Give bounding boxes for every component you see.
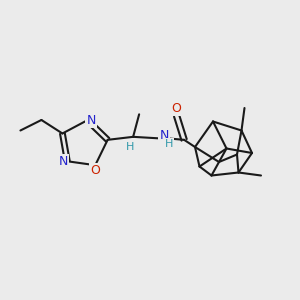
Text: N: N (159, 129, 169, 142)
Text: H: H (126, 142, 134, 152)
Text: N: N (59, 155, 68, 168)
Text: H: H (165, 139, 173, 149)
Text: O: O (90, 164, 100, 177)
Text: O: O (172, 102, 182, 115)
Text: N: N (86, 114, 96, 127)
